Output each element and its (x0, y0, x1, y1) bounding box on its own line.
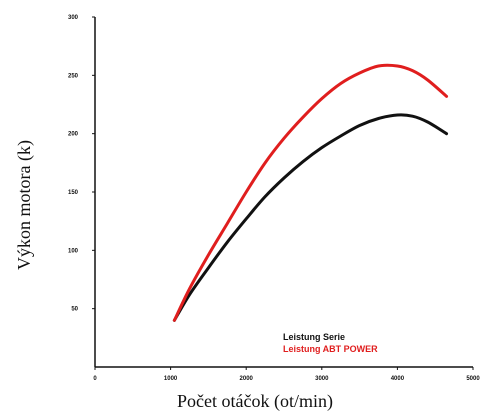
y-tick-label-3: 200 (68, 132, 79, 138)
x-tick-label-2: 2000 (240, 376, 254, 382)
series-line-0 (174, 115, 446, 320)
x-axis-title: Počet otáčok (ot/min) (177, 391, 333, 412)
y-tick-label-2: 150 (68, 190, 79, 196)
series-line-1 (174, 65, 446, 320)
x-tick-label-3: 3000 (315, 376, 329, 382)
legend-entry-0: Leistung Serie (283, 332, 345, 342)
y-tick-label-4: 250 (68, 73, 79, 79)
axes (95, 17, 473, 367)
y-axis-title: Výkon motora (k) (14, 140, 35, 270)
y-tick-label-1: 100 (68, 248, 79, 254)
x-tick-label-5: 5000 (466, 376, 480, 382)
legend: Leistung Serie Leistung ABT POWER (283, 332, 378, 354)
legend-entry-1: Leistung ABT POWER (283, 344, 378, 354)
x-tick-label-0: 0 (93, 376, 97, 382)
y-tick-label-5: 300 (68, 15, 79, 21)
y-tick-label-0: 50 (71, 307, 78, 313)
x-tick-label-1: 1000 (164, 376, 178, 382)
series-layer (174, 65, 446, 320)
x-tick-label-4: 4000 (391, 376, 405, 382)
